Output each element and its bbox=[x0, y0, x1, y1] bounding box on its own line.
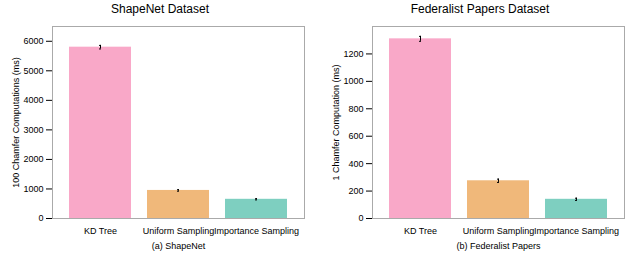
svg-text:100 Chamfer Computations (ms): 100 Chamfer Computations (ms) bbox=[11, 57, 21, 188]
html-text:ShapeNet Dataset: ShapeNet Dataset bbox=[111, 2, 209, 16]
svg-text:1000: 1000 bbox=[23, 184, 43, 194]
svg-text:Uniform Sampling: Uniform Sampling bbox=[143, 226, 215, 236]
svg-text:2000: 2000 bbox=[23, 154, 43, 164]
svg-text:3000: 3000 bbox=[23, 125, 43, 135]
html-text:Federalist Papers Dataset: Federalist Papers Dataset bbox=[410, 2, 550, 16]
svg-text:(a) ShapeNet: (a) ShapeNet bbox=[152, 241, 206, 251]
svg-text:Uniform Sampling: Uniform Sampling bbox=[463, 226, 535, 236]
svg-text:(b) Federalist Papers: (b) Federalist Papers bbox=[456, 241, 541, 251]
svg-text:KD Tree: KD Tree bbox=[404, 226, 437, 236]
svg-text:5000: 5000 bbox=[23, 66, 43, 76]
svg-text:6000: 6000 bbox=[23, 36, 43, 46]
svg-text:1 Chamfer Computation (ms): 1 Chamfer Computation (ms) bbox=[331, 64, 341, 180]
svg-text:400: 400 bbox=[348, 159, 363, 169]
svg-text:600: 600 bbox=[348, 131, 363, 141]
svg-text:800: 800 bbox=[348, 104, 363, 114]
svg-text:KD Tree: KD Tree bbox=[84, 226, 117, 236]
svg-text:Importance Sampling: Importance Sampling bbox=[214, 226, 299, 236]
svg-text:4000: 4000 bbox=[23, 95, 43, 105]
svg-text:1200: 1200 bbox=[343, 49, 363, 59]
svg-text:0: 0 bbox=[38, 213, 43, 223]
svg-text:Importance Sampling: Importance Sampling bbox=[534, 226, 619, 236]
svg-text:1000: 1000 bbox=[343, 76, 363, 86]
svg-text:0: 0 bbox=[358, 213, 363, 223]
svg-text:200: 200 bbox=[348, 186, 363, 196]
